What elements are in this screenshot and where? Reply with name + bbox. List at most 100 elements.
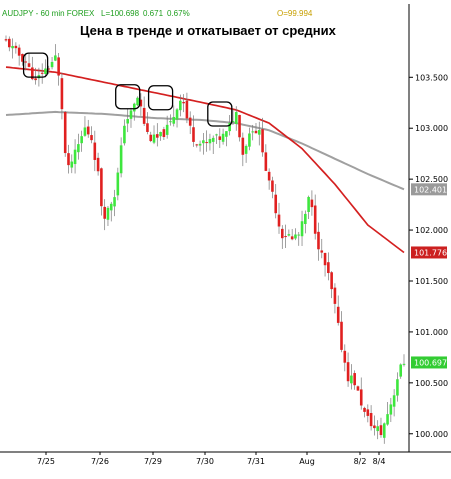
- candle-body: [205, 142, 208, 144]
- candle: [257, 121, 261, 146]
- candle-body: [320, 250, 324, 253]
- candle-body: [396, 379, 399, 396]
- price-tick-label: 102.500: [415, 175, 448, 184]
- candle-body: [34, 78, 37, 81]
- candle-body: [60, 78, 64, 110]
- candle: [182, 94, 185, 113]
- candle: [119, 137, 123, 178]
- candle: [346, 352, 350, 387]
- candle: [218, 128, 222, 148]
- candle-body: [156, 134, 159, 138]
- candle: [152, 125, 156, 145]
- candle-body: [238, 114, 241, 138]
- candle-body: [80, 136, 83, 144]
- candle: [195, 143, 199, 148]
- candle-body: [274, 194, 278, 214]
- candle-body: [132, 103, 136, 112]
- candle-body: [376, 426, 379, 432]
- candle-body: [198, 143, 202, 146]
- candle-body: [211, 137, 215, 142]
- header-symbol: AUDJPY - 60 min FOREX: [2, 9, 95, 18]
- candle-body: [290, 236, 294, 240]
- candle-body: [142, 107, 146, 124]
- candle-body: [70, 161, 74, 168]
- candle: [310, 190, 314, 216]
- candle: [40, 63, 44, 84]
- candle-body: [182, 101, 185, 104]
- candle: [103, 199, 106, 231]
- time-tick-label: 7/26: [91, 457, 109, 466]
- candle: [340, 311, 343, 353]
- candle: [21, 53, 24, 66]
- candle: [202, 132, 205, 155]
- last-price-tag-label: 100.697: [414, 358, 447, 367]
- candle-body: [313, 205, 317, 234]
- candle-body: [113, 197, 116, 207]
- candle-body: [192, 127, 195, 142]
- ma-gray-price-tag-box: [411, 183, 447, 196]
- candle: [205, 130, 208, 152]
- time-tick-label: 8/2: [354, 457, 367, 466]
- candle-body: [109, 203, 113, 211]
- candle: [123, 119, 126, 146]
- candle-body: [17, 47, 21, 56]
- candle-body: [330, 272, 333, 290]
- candle-body: [399, 364, 403, 377]
- candle: [271, 176, 274, 199]
- candle: [215, 133, 218, 145]
- candle-body: [267, 171, 271, 181]
- candle-body: [218, 136, 222, 140]
- candle: [17, 44, 21, 66]
- candle-body: [251, 131, 254, 133]
- candle-body: [287, 234, 291, 236]
- candle-body: [363, 407, 366, 412]
- candle: [221, 128, 225, 145]
- candle: [142, 96, 146, 127]
- candle: [109, 201, 113, 222]
- candle: [159, 131, 162, 141]
- last-price-tag: 100.697: [411, 356, 447, 369]
- candle: [313, 194, 317, 240]
- price-axis: 103.500 103.000 102.500 102.000 101.500 101.0…: [409, 73, 448, 439]
- candle-body: [225, 131, 228, 137]
- candle-body: [373, 425, 376, 429]
- ma-gray-price-tag-label: 102.401: [414, 185, 447, 194]
- candle-body: [202, 140, 205, 144]
- candle: [188, 111, 192, 135]
- candle: [11, 38, 14, 59]
- time-tick-label: 7/30: [196, 457, 214, 466]
- candle: [129, 107, 133, 128]
- candle-body: [359, 389, 363, 406]
- candle-body: [369, 413, 373, 427]
- candle: [366, 404, 370, 423]
- candle-body: [96, 157, 100, 172]
- time-tick-label: 7/29: [144, 457, 162, 466]
- chart-header: AUDJPY - 60 min FOREX L=100.698 0.671 0.…: [2, 9, 313, 18]
- candle: [264, 144, 268, 172]
- candle: [113, 189, 116, 217]
- time-axis: 7/25 7/26 7/29 7/30 7/31 Aug 8/2 8/4: [37, 452, 385, 466]
- candle: [336, 295, 340, 326]
- candle-body: [284, 236, 287, 238]
- candle: [70, 154, 74, 174]
- candle-body: [300, 221, 304, 237]
- candle: [93, 130, 97, 172]
- moving-averages: [5, 66, 405, 254]
- candle: [57, 53, 60, 86]
- price-tick-label: 101.000: [415, 328, 448, 337]
- candle-body: [116, 172, 120, 196]
- candle-body: [169, 121, 172, 123]
- price-tick-label: 100.000: [415, 430, 448, 439]
- chart-title: Цена в тренде и откатывает от средних: [80, 23, 337, 38]
- price-tick-label: 103.000: [415, 124, 448, 133]
- candle-body: [152, 134, 156, 143]
- candle: [225, 131, 228, 147]
- candle: [47, 65, 51, 75]
- candle-body: [175, 109, 179, 120]
- candle: [307, 195, 310, 220]
- candle-body: [47, 68, 51, 70]
- candle-body: [317, 231, 320, 250]
- candle-body: [165, 124, 169, 135]
- candle: [251, 124, 254, 141]
